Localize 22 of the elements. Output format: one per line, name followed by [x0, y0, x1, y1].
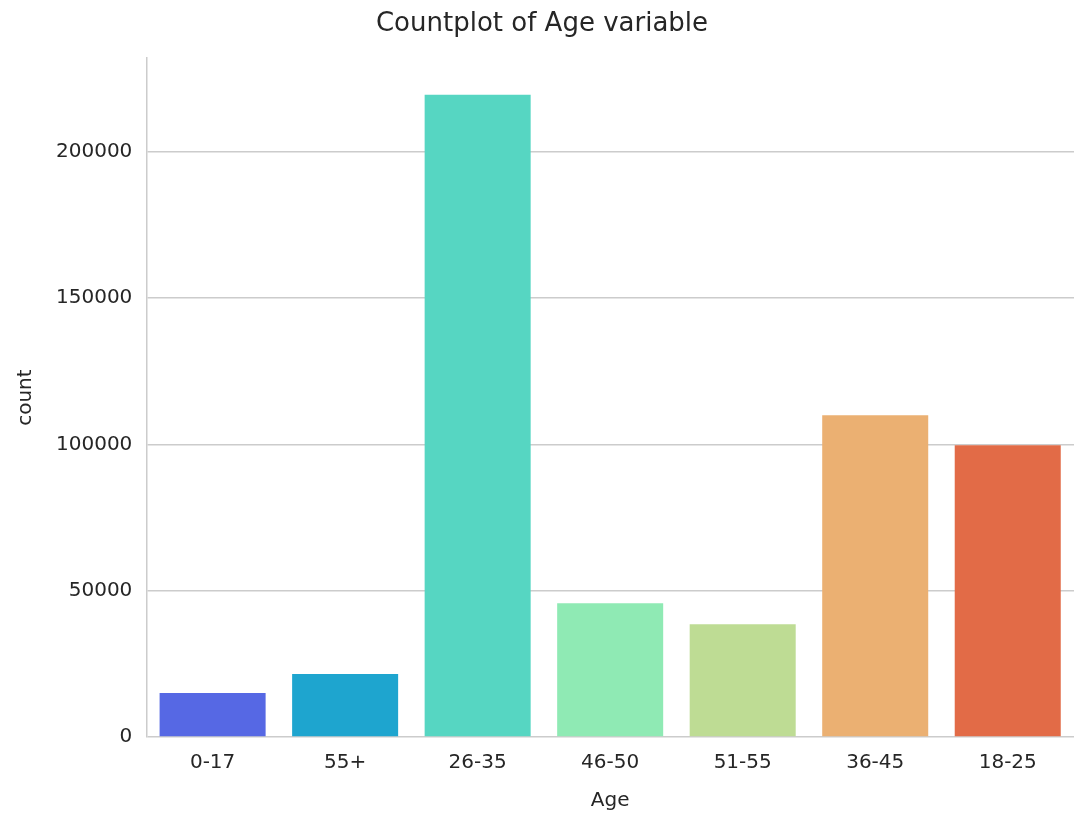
bar	[292, 674, 399, 737]
bar	[424, 94, 531, 737]
chart-title: Countplot of Age variable	[375, 7, 709, 38]
x-tick-label: 18-25	[978, 749, 1037, 774]
x-tick-label: 0-17	[189, 749, 236, 774]
y-tick-label: 100000	[55, 430, 133, 455]
x-tick-label: 51-55	[713, 749, 772, 774]
bar	[689, 624, 796, 737]
bar	[159, 693, 266, 737]
y-tick-label: 150000	[55, 284, 133, 309]
x-tick-label: 26-35	[448, 749, 507, 774]
x-axis-title: Age	[590, 787, 630, 812]
y-tick-label: 200000	[55, 138, 133, 163]
bar	[954, 445, 1061, 737]
y-tick-label: 50000	[68, 576, 133, 601]
x-tick-label: 46-50	[581, 749, 640, 774]
y-axis-title: count	[12, 369, 37, 426]
x-tick-label: 55+	[324, 749, 367, 774]
bar	[557, 603, 664, 737]
x-tick-label: 36-45	[846, 749, 905, 774]
y-tick-label: 0	[119, 723, 133, 748]
bar	[822, 415, 929, 737]
